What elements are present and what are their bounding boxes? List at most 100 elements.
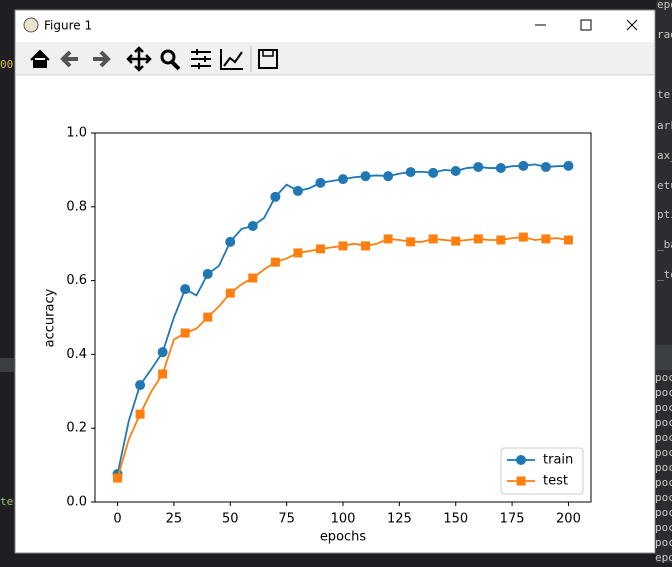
marker: [135, 380, 146, 391]
marker: [270, 257, 280, 267]
forward-button[interactable]: [93, 50, 111, 68]
x-tick-label: 75: [278, 512, 295, 527]
bg-text: rad: [657, 28, 672, 41]
marker: [270, 191, 281, 202]
marker: [473, 234, 483, 244]
marker: [292, 185, 303, 196]
zoom-button[interactable]: [160, 49, 176, 65]
bg-text: _ba: [657, 238, 672, 251]
bg-text: ter: [657, 88, 672, 101]
save-icon-part: [262, 49, 274, 57]
marker: [315, 244, 325, 254]
title-bar: [16, 11, 654, 41]
marker: [428, 167, 439, 178]
marker: [518, 232, 528, 242]
x-tick-label: 25: [166, 512, 183, 527]
bg-text: poch: [655, 461, 672, 474]
marker: [180, 284, 191, 295]
marker: [247, 220, 258, 231]
bg-text: te: [0, 495, 13, 508]
x-tick-label: 50: [222, 512, 239, 527]
y-axis-label: accuracy: [43, 288, 58, 347]
bg-text: 00: [0, 58, 13, 71]
marker: [563, 160, 574, 171]
bg-text: poch: [655, 506, 672, 519]
marker: [113, 473, 123, 483]
marker: [428, 234, 438, 244]
bg-text: poch: [655, 521, 672, 534]
back-button[interactable]: [60, 50, 78, 68]
bg-text: epoc: [657, 0, 672, 11]
marker: [473, 161, 484, 172]
marker: [383, 171, 394, 182]
marker: [180, 328, 190, 338]
marker: [383, 234, 393, 244]
marker: [225, 236, 236, 247]
bg-text: poch: [655, 476, 672, 489]
marker: [406, 237, 416, 247]
marker: [541, 234, 551, 244]
bg-text: poch: [655, 401, 672, 414]
marker: [496, 235, 506, 245]
configure-button[interactable]: [191, 49, 211, 69]
x-tick-label: 125: [387, 512, 412, 527]
marker: [495, 163, 506, 174]
bg-text: poch: [655, 371, 672, 384]
bg-text: _te: [657, 268, 672, 281]
bg-text: ax_: [657, 149, 672, 162]
y-tick-label: 0.2: [66, 421, 87, 436]
y-tick-label: 1.0: [66, 126, 87, 141]
x-axis-label: epochs: [320, 530, 367, 545]
legend-label: train: [543, 453, 573, 468]
x-tick-label: 150: [443, 512, 468, 527]
toolbar: [16, 42, 654, 75]
close-button[interactable]: [626, 19, 638, 31]
x-tick-label: 200: [556, 512, 581, 527]
bg-text: ark: [657, 119, 672, 132]
marker: [315, 177, 326, 188]
marker: [293, 248, 303, 258]
marker: [450, 166, 461, 177]
ide-left: [0, 0, 14, 563]
ide-panel-header: [656, 345, 672, 370]
legend-marker: [516, 455, 526, 465]
y-tick-label: 0.0: [66, 495, 87, 510]
marker: [360, 171, 371, 182]
marker: [451, 236, 461, 246]
marker: [338, 241, 348, 251]
marker: [135, 409, 145, 419]
maximize-button[interactable]: [580, 19, 592, 31]
bg-text: poch: [655, 536, 672, 549]
app-icon: [23, 17, 39, 33]
marker: [157, 347, 168, 358]
home-button[interactable]: [30, 49, 50, 68]
marker: [202, 268, 213, 279]
bg-text: poch: [655, 491, 672, 504]
pan-button[interactable]: [126, 46, 152, 72]
marker: [338, 174, 348, 185]
bg-text: poch: [655, 446, 672, 459]
marker: [225, 288, 235, 298]
marker: [518, 160, 529, 171]
y-tick-label: 0.6: [66, 273, 87, 288]
marker: [563, 235, 573, 245]
bg-text: pti: [657, 208, 672, 221]
marker: [405, 167, 416, 178]
ide-strip: [0, 358, 14, 372]
x-tick-label: 100: [331, 512, 356, 527]
zoom-handle: [170, 60, 181, 71]
window-title: Figure 1: [44, 19, 92, 33]
bg-text: epoch: [655, 551, 672, 563]
ide-right: [656, 0, 672, 563]
marker: [361, 241, 371, 251]
x-tick-label: 175: [500, 512, 525, 527]
edit-axis-button[interactable]: [220, 49, 243, 70]
y-tick-label: 0.8: [66, 199, 87, 214]
legend-marker: [516, 476, 526, 486]
marker: [248, 273, 258, 283]
marker: [540, 161, 551, 172]
bg-text: poch: [655, 431, 672, 444]
legend-label: test: [543, 474, 568, 489]
